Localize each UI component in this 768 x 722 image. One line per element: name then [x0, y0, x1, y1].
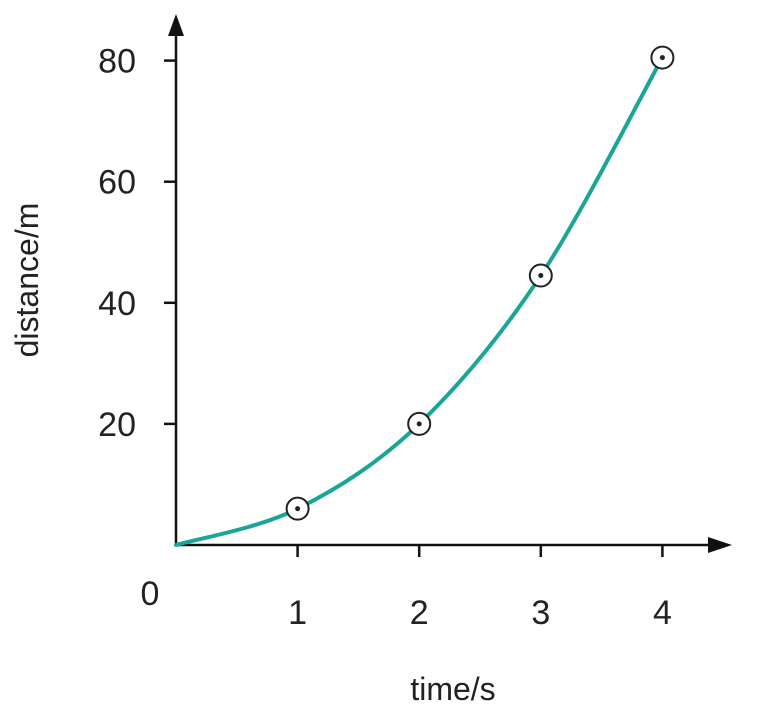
data-point-dot — [538, 273, 544, 279]
y-tick-label: 20 — [98, 406, 136, 444]
data-point — [407, 411, 432, 436]
data-point — [528, 263, 553, 288]
x-axis — [176, 537, 732, 553]
x-tick-label: 2 — [410, 594, 429, 632]
x-ticks: 1 2 3 4 — [288, 545, 672, 632]
data-curve — [174, 55, 665, 547]
y-axis-title: distance/m — [9, 203, 45, 358]
x-tick-label: 4 — [653, 594, 672, 632]
x-tick-label: 1 — [288, 594, 307, 632]
data-point — [285, 496, 310, 521]
y-axis-arrow — [168, 14, 184, 36]
data-point-dot — [416, 421, 422, 427]
data-point-dot — [295, 506, 301, 512]
y-tick-label: 60 — [98, 164, 136, 202]
x-axis-title: time/s — [410, 671, 495, 707]
data-point-dot — [659, 55, 665, 61]
y-tick-label: 80 — [98, 43, 136, 81]
origin-label: 0 — [141, 575, 160, 613]
x-tick-label: 3 — [531, 594, 550, 632]
y-axis — [168, 14, 184, 545]
y-ticks: 20 40 60 80 — [98, 43, 176, 444]
data-points — [285, 45, 675, 521]
x-axis-arrow — [708, 537, 732, 553]
y-tick-label: 40 — [98, 285, 136, 323]
data-point — [650, 45, 675, 70]
